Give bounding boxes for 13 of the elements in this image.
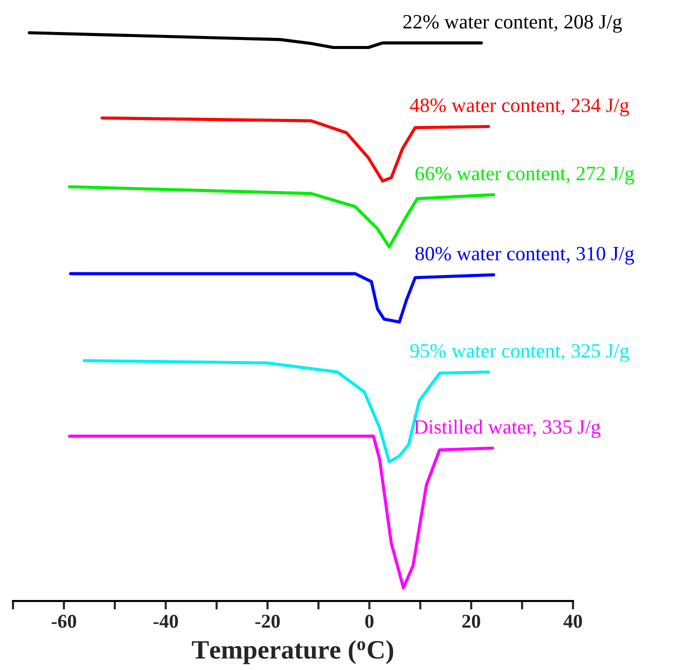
x-tick-label: -40 xyxy=(153,614,178,628)
x-tick-label: -60 xyxy=(52,614,76,628)
x-tick-label: 40 xyxy=(564,614,582,628)
x-axis-title: Temperature ($^{o}$C) xyxy=(192,640,394,664)
series-label: 95% water content, 325 J/g xyxy=(410,344,629,362)
series-label: Distilled water, 335 J/g xyxy=(414,420,600,438)
series-label: 66% water content, 272 J/g xyxy=(416,166,634,184)
x-tick-label: 20 xyxy=(462,614,480,628)
x-tick-label: 0 xyxy=(365,614,374,628)
x-tick-label: -20 xyxy=(255,614,280,628)
series-label: 22% water content, 208 J/g xyxy=(403,14,622,33)
series-label: 48% water content, 234 J/g xyxy=(410,98,629,116)
series-label: 80% water content, 310 J/g xyxy=(415,246,634,265)
